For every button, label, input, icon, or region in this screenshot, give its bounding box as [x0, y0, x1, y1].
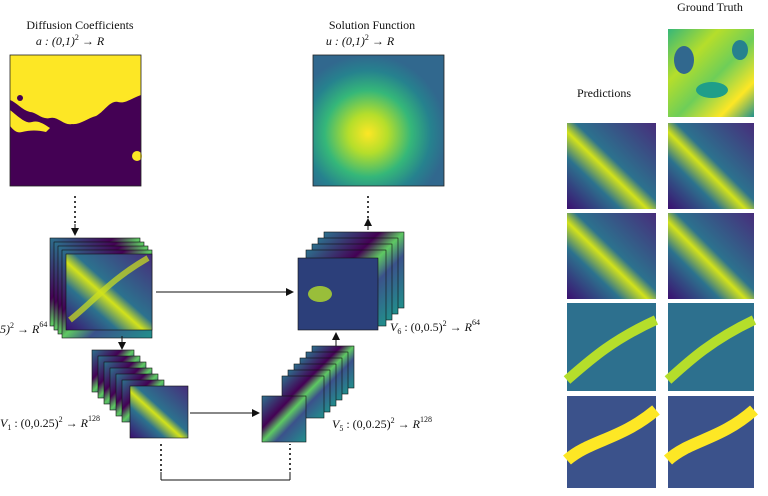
diffusion-map-label: a : (0,1)2 → R	[36, 33, 105, 48]
feature-stack-v5	[261, 345, 355, 443]
truth-top-panel	[668, 29, 754, 117]
v0-label: 5)2 → R64	[0, 320, 47, 336]
ground-truth-label: Ground Truth	[677, 0, 743, 14]
solution-map-label: u : (0,1)2 → R	[326, 33, 395, 48]
feature-stack-v1	[91, 349, 189, 439]
input-a-panel	[9, 54, 142, 187]
v1-label: V1 : (0,0.25)2 → R128	[0, 414, 100, 432]
v5-label: V5 : (0,0.25)2 → R128	[332, 415, 432, 433]
output-u-panel	[312, 54, 445, 187]
prediction-column	[563, 123, 660, 488]
diffusion-title: Diffusion Coefficients	[26, 18, 134, 32]
feature-stack-v0	[49, 237, 153, 339]
feature-stack-v6	[297, 231, 405, 331]
predictions-label: Predictions	[577, 86, 631, 100]
v6-label: V6 : (0,0.5)2 → R64	[390, 318, 480, 336]
truth-column	[663, 123, 758, 488]
solution-title: Solution Function	[329, 18, 415, 32]
